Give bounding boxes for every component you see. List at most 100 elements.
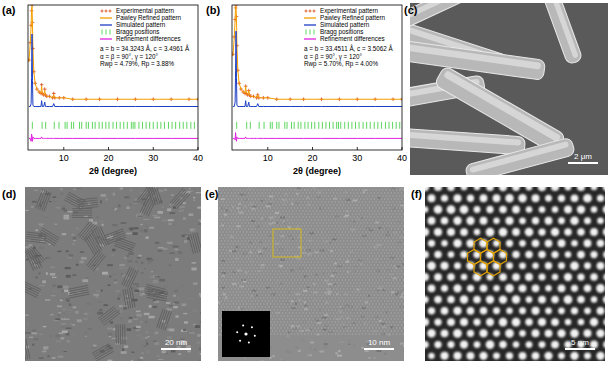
lattice-dot (377, 204, 378, 205)
lattice-dot (387, 204, 388, 205)
texture (310, 328, 312, 330)
texture (61, 337, 65, 339)
lattice-dot (382, 219, 383, 220)
lattice-dot (314, 201, 315, 202)
texture (185, 236, 188, 237)
texture (187, 298, 192, 299)
texture (383, 289, 385, 291)
lattice-dot (234, 198, 235, 199)
bragg-tick (329, 122, 330, 129)
lattice-dot (353, 216, 354, 217)
fringe (25, 289, 37, 298)
texture (324, 317, 327, 319)
texture (327, 288, 329, 290)
lattice-dot (306, 216, 307, 217)
texture (280, 217, 285, 219)
texture (225, 296, 227, 298)
texture (221, 258, 223, 260)
lattice-dot (263, 201, 264, 202)
lattice-dot (248, 187, 249, 188)
lattice-dot (302, 204, 303, 205)
texture (291, 199, 294, 201)
lattice-dot (370, 187, 371, 188)
texture (182, 303, 187, 306)
x-tick (312, 147, 313, 150)
fringe (145, 291, 164, 296)
texture (182, 235, 188, 237)
lattice-dot (396, 195, 397, 196)
texture (398, 331, 401, 333)
lattice-dot (275, 216, 276, 217)
texture (270, 357, 272, 359)
texture (57, 251, 61, 252)
lattice-dot (306, 222, 307, 223)
series-line (29, 34, 198, 107)
lattice-dot (275, 204, 276, 205)
lattice-dot (319, 187, 320, 188)
lattice-dot (335, 207, 336, 208)
lattice-dot (285, 204, 286, 205)
texture (334, 262, 336, 264)
texture (55, 334, 60, 337)
texture (222, 272, 226, 274)
lattice-dot (362, 219, 363, 220)
texture (325, 302, 328, 304)
lattice-dot (372, 189, 373, 190)
texture (239, 285, 244, 287)
lattice-dot (245, 198, 246, 199)
chart: (a)102030402θ (degree)Experimental patte… (2, 3, 203, 176)
lattice-dot (255, 198, 256, 199)
lattice-dot (367, 198, 368, 199)
texture (173, 295, 175, 297)
texture (296, 187, 301, 189)
chart: (b)102030402θ (degree)Experimental patte… (206, 3, 407, 176)
lattice-dot (331, 219, 332, 220)
scale-bar-label: 20 nm (165, 338, 188, 347)
lattice-dot (313, 222, 314, 223)
lattice-dot (341, 207, 342, 208)
texture (349, 306, 353, 308)
texture (300, 340, 305, 342)
bragg-tick (179, 122, 180, 129)
lattice-dot (267, 201, 268, 202)
legend-symbol (100, 38, 112, 39)
lattice-dot (381, 192, 382, 193)
texture (302, 252, 306, 254)
lattice-dot (309, 187, 310, 188)
texture (197, 207, 201, 209)
texture (175, 315, 178, 317)
texture (200, 295, 201, 297)
lattice-dot (335, 195, 336, 196)
lattice-dot (353, 192, 354, 193)
bragg-tick (276, 122, 277, 129)
lattice-dot (246, 219, 247, 220)
lattice-dot (234, 204, 235, 205)
lattice-dot (224, 216, 225, 217)
texture (401, 293, 403, 295)
texture (346, 327, 349, 329)
bragg-tick (311, 122, 312, 129)
bragg-tick (54, 122, 55, 129)
lattice-dot (243, 219, 244, 220)
texture (341, 316, 343, 318)
texture (251, 220, 255, 222)
texture (56, 207, 61, 208)
texture (181, 209, 184, 212)
lattice-dot (226, 195, 227, 196)
fringe (146, 197, 155, 215)
texture (65, 267, 71, 269)
lattice-dot (222, 213, 223, 214)
lattice-dot (384, 210, 385, 211)
texture (126, 233, 132, 235)
legend-symbol (109, 10, 112, 13)
texture (59, 333, 63, 334)
lattice-dot (267, 207, 268, 208)
texture (297, 258, 301, 260)
lattice-dot (321, 219, 322, 220)
lattice-dot (238, 210, 239, 211)
texture (249, 242, 251, 244)
texture (121, 311, 126, 312)
lattice-dot (233, 201, 234, 202)
scale-bar (568, 162, 598, 164)
bragg-tick (259, 122, 260, 129)
